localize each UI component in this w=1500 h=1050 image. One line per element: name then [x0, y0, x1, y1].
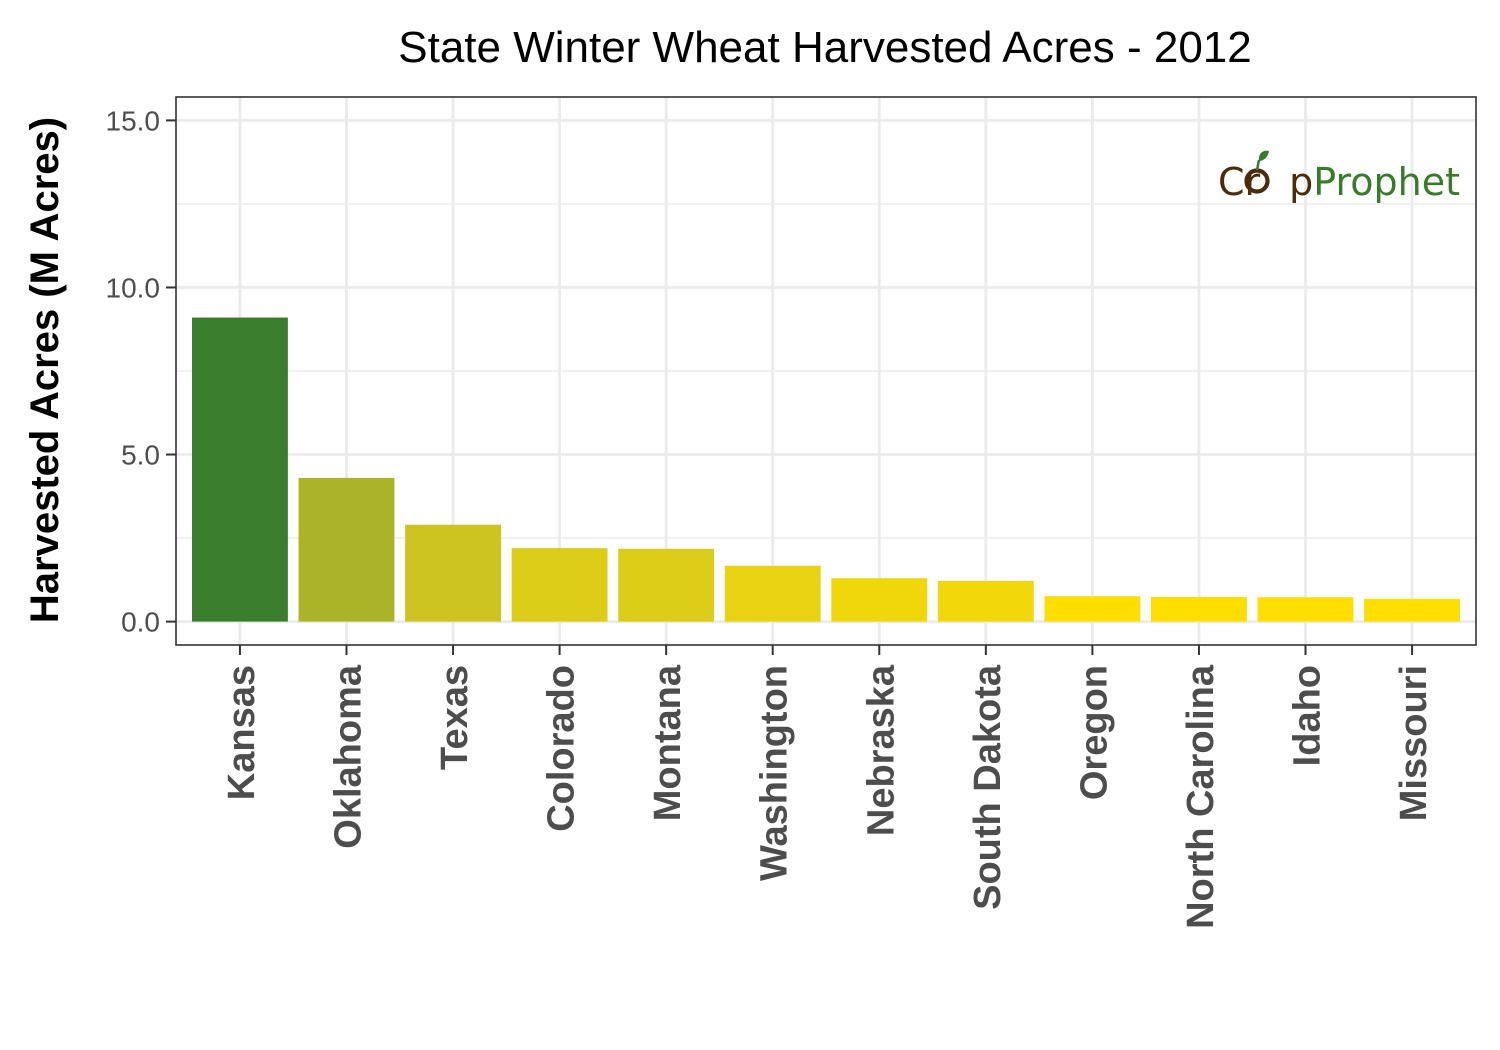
bar-oklahoma [298, 477, 395, 622]
logo-prophet: Prophet [1313, 160, 1460, 204]
bar-nebraska [831, 578, 928, 622]
y-tick-label: 10.0 [106, 272, 161, 303]
bar-missouri [1364, 598, 1461, 622]
plot-panel: 0.0 5.0 10.0 15.0 Kansas Oklahoma Texas Colorad… [106, 96, 1477, 929]
y-tick-label: 5.0 [121, 440, 160, 471]
bar-south-dakota [937, 580, 1034, 622]
sprout-icon [1244, 150, 1270, 194]
x-tick-label: Kansas [221, 665, 263, 800]
logo-crop-start: Cr [1218, 160, 1261, 204]
bar-kansas [191, 317, 288, 622]
logo-crop-end: p [1289, 160, 1313, 204]
x-tick-label: Colorado [541, 665, 583, 832]
x-tick-label: Missouri [1393, 665, 1435, 821]
logo-text: Cr pProphet [1218, 160, 1460, 204]
bar-texas [405, 524, 501, 622]
x-tick-label: Oregon [1073, 665, 1115, 800]
cropprophet-logo: Cr pProphet [1218, 150, 1460, 204]
bar-colorado [511, 548, 608, 622]
bar-oregon [1044, 596, 1141, 622]
bar-idaho [1257, 597, 1354, 622]
x-tick-label: Montana [647, 664, 689, 821]
x-tick-label: South Dakota [967, 664, 1009, 910]
x-tick-label: Washington [754, 665, 796, 881]
x-tick-label: Nebraska [860, 664, 902, 836]
x-tick-label: North Carolina [1180, 664, 1222, 929]
y-tick-label: 0.0 [121, 607, 160, 638]
bar-north-carolina [1151, 596, 1247, 622]
x-tick-label: Idaho [1287, 665, 1329, 766]
bar-washington [724, 565, 821, 622]
bar-montana [618, 548, 715, 622]
panel-border [175, 96, 1477, 646]
x-tick-label: Texas [434, 665, 476, 770]
x-tick-label: Oklahoma [327, 664, 369, 849]
y-tick-label: 15.0 [106, 105, 161, 136]
y-axis-label: Harvested Acres (M Acres) [23, 117, 67, 623]
chart-title: State Winter Wheat Harvested Acres - 201… [398, 23, 1252, 72]
